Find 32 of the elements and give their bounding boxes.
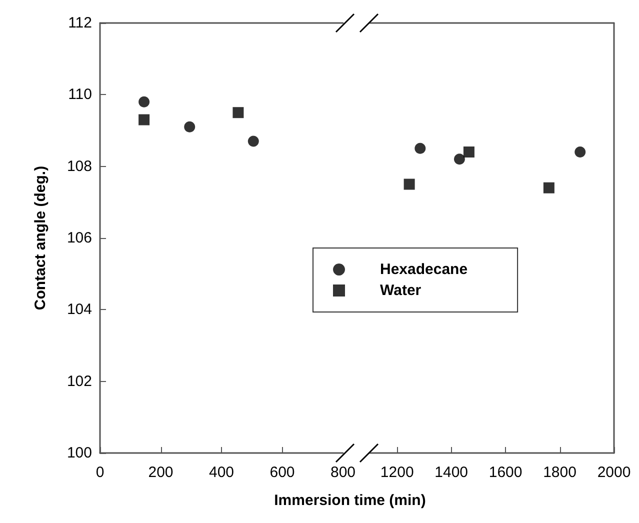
point [138,114,150,126]
point [574,146,586,158]
x-tick-label: 2000 [597,464,631,481]
point [248,136,259,147]
legend-label: Hexadecane [380,261,468,278]
y-tick-label: 102 [66,372,92,390]
point [404,178,415,190]
point [543,182,554,194]
point [463,146,474,158]
x-tick-label: 800 [330,464,356,481]
y-tick-label: 106 [66,230,92,246]
x-axis-title: Immersion time (min) [273,492,427,509]
x-tick-label: 600 [270,464,295,481]
x-tick-label: 1600 [488,464,522,481]
y-tick-label: 104 [66,301,92,318]
point [232,107,244,118]
x-tick-label: 200 [148,464,174,481]
point [454,154,465,165]
x-tick-label: 1200 [380,464,414,481]
x-tick-label: 1400 [434,464,468,481]
y-tick-label: 100 [66,444,92,462]
point [414,142,426,154]
point [138,96,150,108]
y-tick-label: 108 [66,158,92,175]
x-tick-label: 0 [96,464,104,481]
y-tick-label: 112 [68,14,92,32]
x-tick-label: 400 [208,464,234,481]
y-tick-label: 110 [68,86,92,104]
y-axis-title: Contact angle (deg.) [32,166,49,310]
point [184,121,196,132]
legend-label: Water [380,282,422,299]
x-tick-label: 1800 [543,464,576,481]
